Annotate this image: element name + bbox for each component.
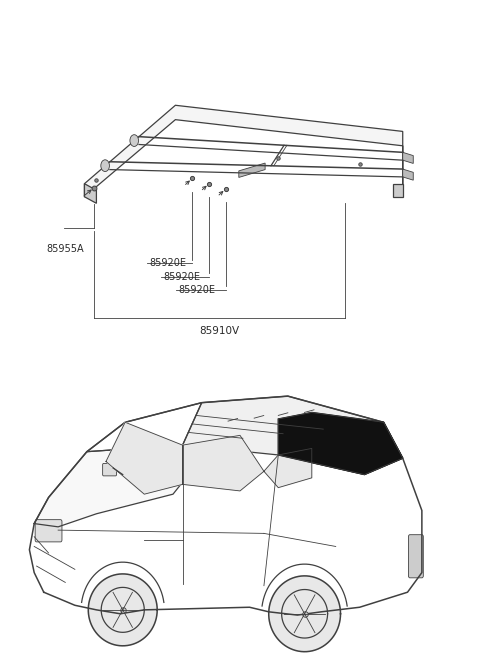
FancyBboxPatch shape	[408, 534, 423, 578]
Ellipse shape	[130, 135, 139, 147]
Polygon shape	[403, 169, 413, 180]
Polygon shape	[88, 574, 157, 646]
Polygon shape	[269, 576, 340, 652]
Polygon shape	[106, 422, 182, 494]
Polygon shape	[84, 183, 96, 203]
Ellipse shape	[101, 160, 109, 172]
Polygon shape	[182, 396, 403, 475]
Polygon shape	[34, 445, 202, 527]
Polygon shape	[182, 436, 264, 491]
FancyBboxPatch shape	[103, 464, 117, 476]
Text: 85920E: 85920E	[163, 272, 201, 282]
Polygon shape	[84, 105, 403, 196]
Text: 85920E: 85920E	[149, 259, 186, 269]
Polygon shape	[264, 449, 312, 487]
FancyBboxPatch shape	[35, 519, 62, 542]
Text: 85910V: 85910V	[200, 326, 240, 335]
Polygon shape	[239, 163, 265, 178]
Polygon shape	[278, 413, 403, 475]
Text: 85955A: 85955A	[46, 244, 84, 254]
Polygon shape	[403, 153, 413, 164]
Polygon shape	[393, 183, 403, 196]
Text: 85920E: 85920E	[179, 284, 216, 295]
